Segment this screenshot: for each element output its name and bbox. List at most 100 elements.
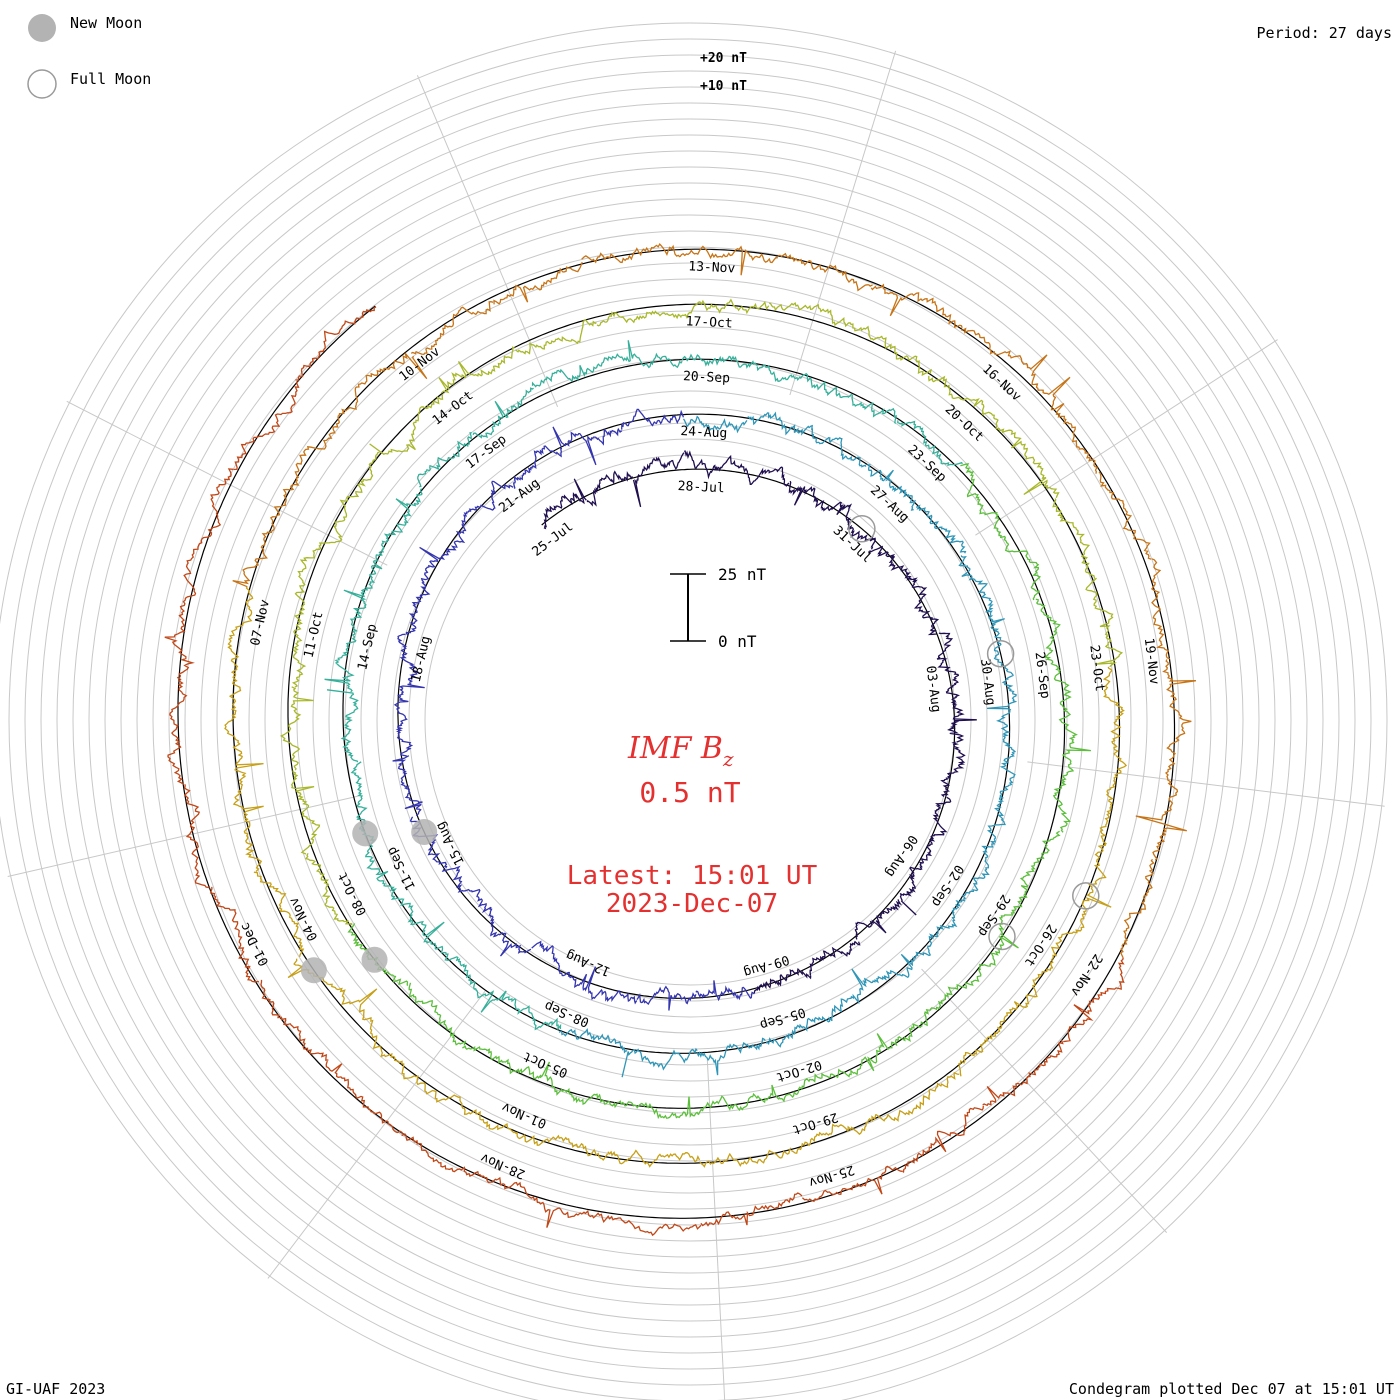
- bz-trace-segment: [1098, 471, 1152, 560]
- bz-trace-segment: [1162, 659, 1196, 761]
- bz-trace-segment: [636, 985, 697, 1011]
- bz-trace-segment: [164, 568, 197, 678]
- date-tick-label: 09-Aug: [742, 951, 791, 979]
- bz-trace-segment: [1102, 666, 1125, 756]
- date-tick-label: 22-Nov: [1067, 951, 1105, 999]
- bz-trace-segment: [334, 451, 380, 526]
- bz-trace-segment: [291, 603, 307, 688]
- grid-ring: [72, 102, 1308, 1338]
- full-moon-label: Full Moon: [70, 70, 151, 88]
- grid-ring: [152, 182, 1228, 1258]
- footer-plotted: Condegram plotted Dec 07 at 15:01 UT: [1069, 1380, 1394, 1398]
- grid-rings: [0, 22, 1388, 1400]
- date-tick-label: 25-Nov: [807, 1162, 856, 1190]
- grid-ring: [136, 166, 1244, 1274]
- bz-trace-segment: [1040, 376, 1098, 474]
- bz-trace-segment: [854, 899, 902, 940]
- bz-trace-segment: [960, 463, 1000, 533]
- date-tick-label: 25-Jul: [530, 519, 576, 559]
- bz-trace-segment: [531, 940, 580, 989]
- bz-trace-segment: [617, 1096, 700, 1120]
- bz-trace-segment: [343, 551, 384, 620]
- bz-trace-segment: [395, 897, 445, 954]
- bz-trace-segment: [868, 545, 918, 585]
- bz-trace-segment: [680, 298, 770, 319]
- bz-trace-segment: [417, 432, 472, 488]
- bz-trace-segment: [928, 375, 1000, 430]
- bz-trace-segment: [945, 685, 977, 743]
- grid-ring: [104, 134, 1276, 1306]
- bz-trace-segment: [515, 318, 597, 355]
- bz-trace-segment: [1018, 830, 1061, 902]
- ring-scale-plus10: +10 nT: [700, 79, 747, 94]
- bz-trace-segment: [698, 1084, 780, 1115]
- bz-trace-segment: [700, 1192, 803, 1227]
- new-moon-marker: [352, 820, 379, 847]
- bz-trace-segment: [1151, 558, 1171, 660]
- bz-trace-segment: [926, 796, 952, 852]
- bz-trace-segment: [1085, 577, 1124, 668]
- date-tick-label: 26-Sep: [1032, 651, 1053, 700]
- bz-trace-segment: [936, 632, 960, 687]
- grid-ring: [88, 118, 1292, 1322]
- bz-trace-segment: [1052, 498, 1096, 579]
- bz-trace-segment: [512, 445, 563, 489]
- bz-trace-segment: [167, 676, 188, 785]
- bz-trace-segment: [753, 967, 812, 994]
- bz-trace-segment: [369, 1019, 434, 1095]
- bz-trace-segment: [632, 452, 685, 508]
- bz-trace-segment: [392, 755, 423, 817]
- bz-trace-segment: [911, 583, 940, 636]
- bz-trace-segment: [788, 480, 842, 512]
- bz-trace-segment: [539, 1061, 618, 1109]
- period-label: Period: 27 days: [1257, 24, 1392, 42]
- bz-trace-segment: [516, 1132, 609, 1162]
- bz-trace-segment: [1052, 751, 1075, 833]
- grid-ring: [200, 230, 1180, 1210]
- bz-trace-segment: [699, 1147, 792, 1168]
- bz-trace-segment: [325, 1060, 404, 1135]
- bz-trace-segment: [282, 416, 341, 499]
- grid-ring: [280, 310, 1100, 1130]
- date-ticks: 25-Jul 28-Jul 31-Jul 03-Aug 06-Aug 09-Aug 12-A…: [238, 259, 1162, 1190]
- latest-date: 2023-Dec-07: [606, 889, 778, 919]
- bz-trace-segment: [994, 745, 1017, 815]
- grid-ring: [120, 150, 1260, 1290]
- bz-trace-segment: [853, 325, 932, 377]
- bz-trace-segment: [681, 353, 758, 369]
- chart-title-subscript: z: [722, 747, 734, 771]
- date-tick-label: 02-Oct: [774, 1056, 823, 1084]
- bz-trace-segment: [232, 498, 287, 588]
- bz-trace-segment: [856, 1023, 923, 1075]
- bz-trace-segment: [756, 364, 828, 394]
- date-tick-label: 23-Oct: [1086, 644, 1107, 692]
- bz-trace-segment: [462, 1045, 542, 1080]
- bz-trace-segment: [960, 327, 1048, 391]
- grid-ring: [56, 86, 1324, 1354]
- date-tick-label: 14-Sep: [355, 622, 380, 671]
- grid-ring: [0, 22, 1388, 1400]
- bz-trace-segment: [683, 450, 739, 480]
- moon-markers: [300, 515, 1100, 984]
- bz-trace-segment: [867, 463, 917, 511]
- date-tick-label: 03-Aug: [923, 665, 944, 713]
- bz-trace-segment: [897, 420, 963, 467]
- bz-trace-segment: [405, 573, 431, 636]
- bz-trace-segment: [595, 1212, 702, 1237]
- grid-ring: [168, 198, 1212, 1242]
- scale-bar: [670, 573, 706, 642]
- date-tick-label: 18-Aug: [409, 635, 434, 684]
- bz-trace-segment: [543, 478, 587, 530]
- bz-trace-segment: [982, 1039, 1064, 1107]
- bz-trace-segment: [294, 525, 343, 604]
- bz-trace-segment: [936, 877, 979, 934]
- bz-trace-segment: [290, 770, 321, 855]
- date-tick-label: 15-Aug: [433, 819, 468, 868]
- grid-ring: [216, 246, 1164, 1194]
- bz-trace-segment: [778, 1068, 858, 1103]
- bz-trace-segment: [393, 695, 414, 757]
- radial-spokes: [7, 50, 1385, 1400]
- bz-trace-segment: [920, 968, 982, 1027]
- date-tick-label: 13-Nov: [688, 259, 736, 276]
- bz-trace-segment: [224, 681, 264, 778]
